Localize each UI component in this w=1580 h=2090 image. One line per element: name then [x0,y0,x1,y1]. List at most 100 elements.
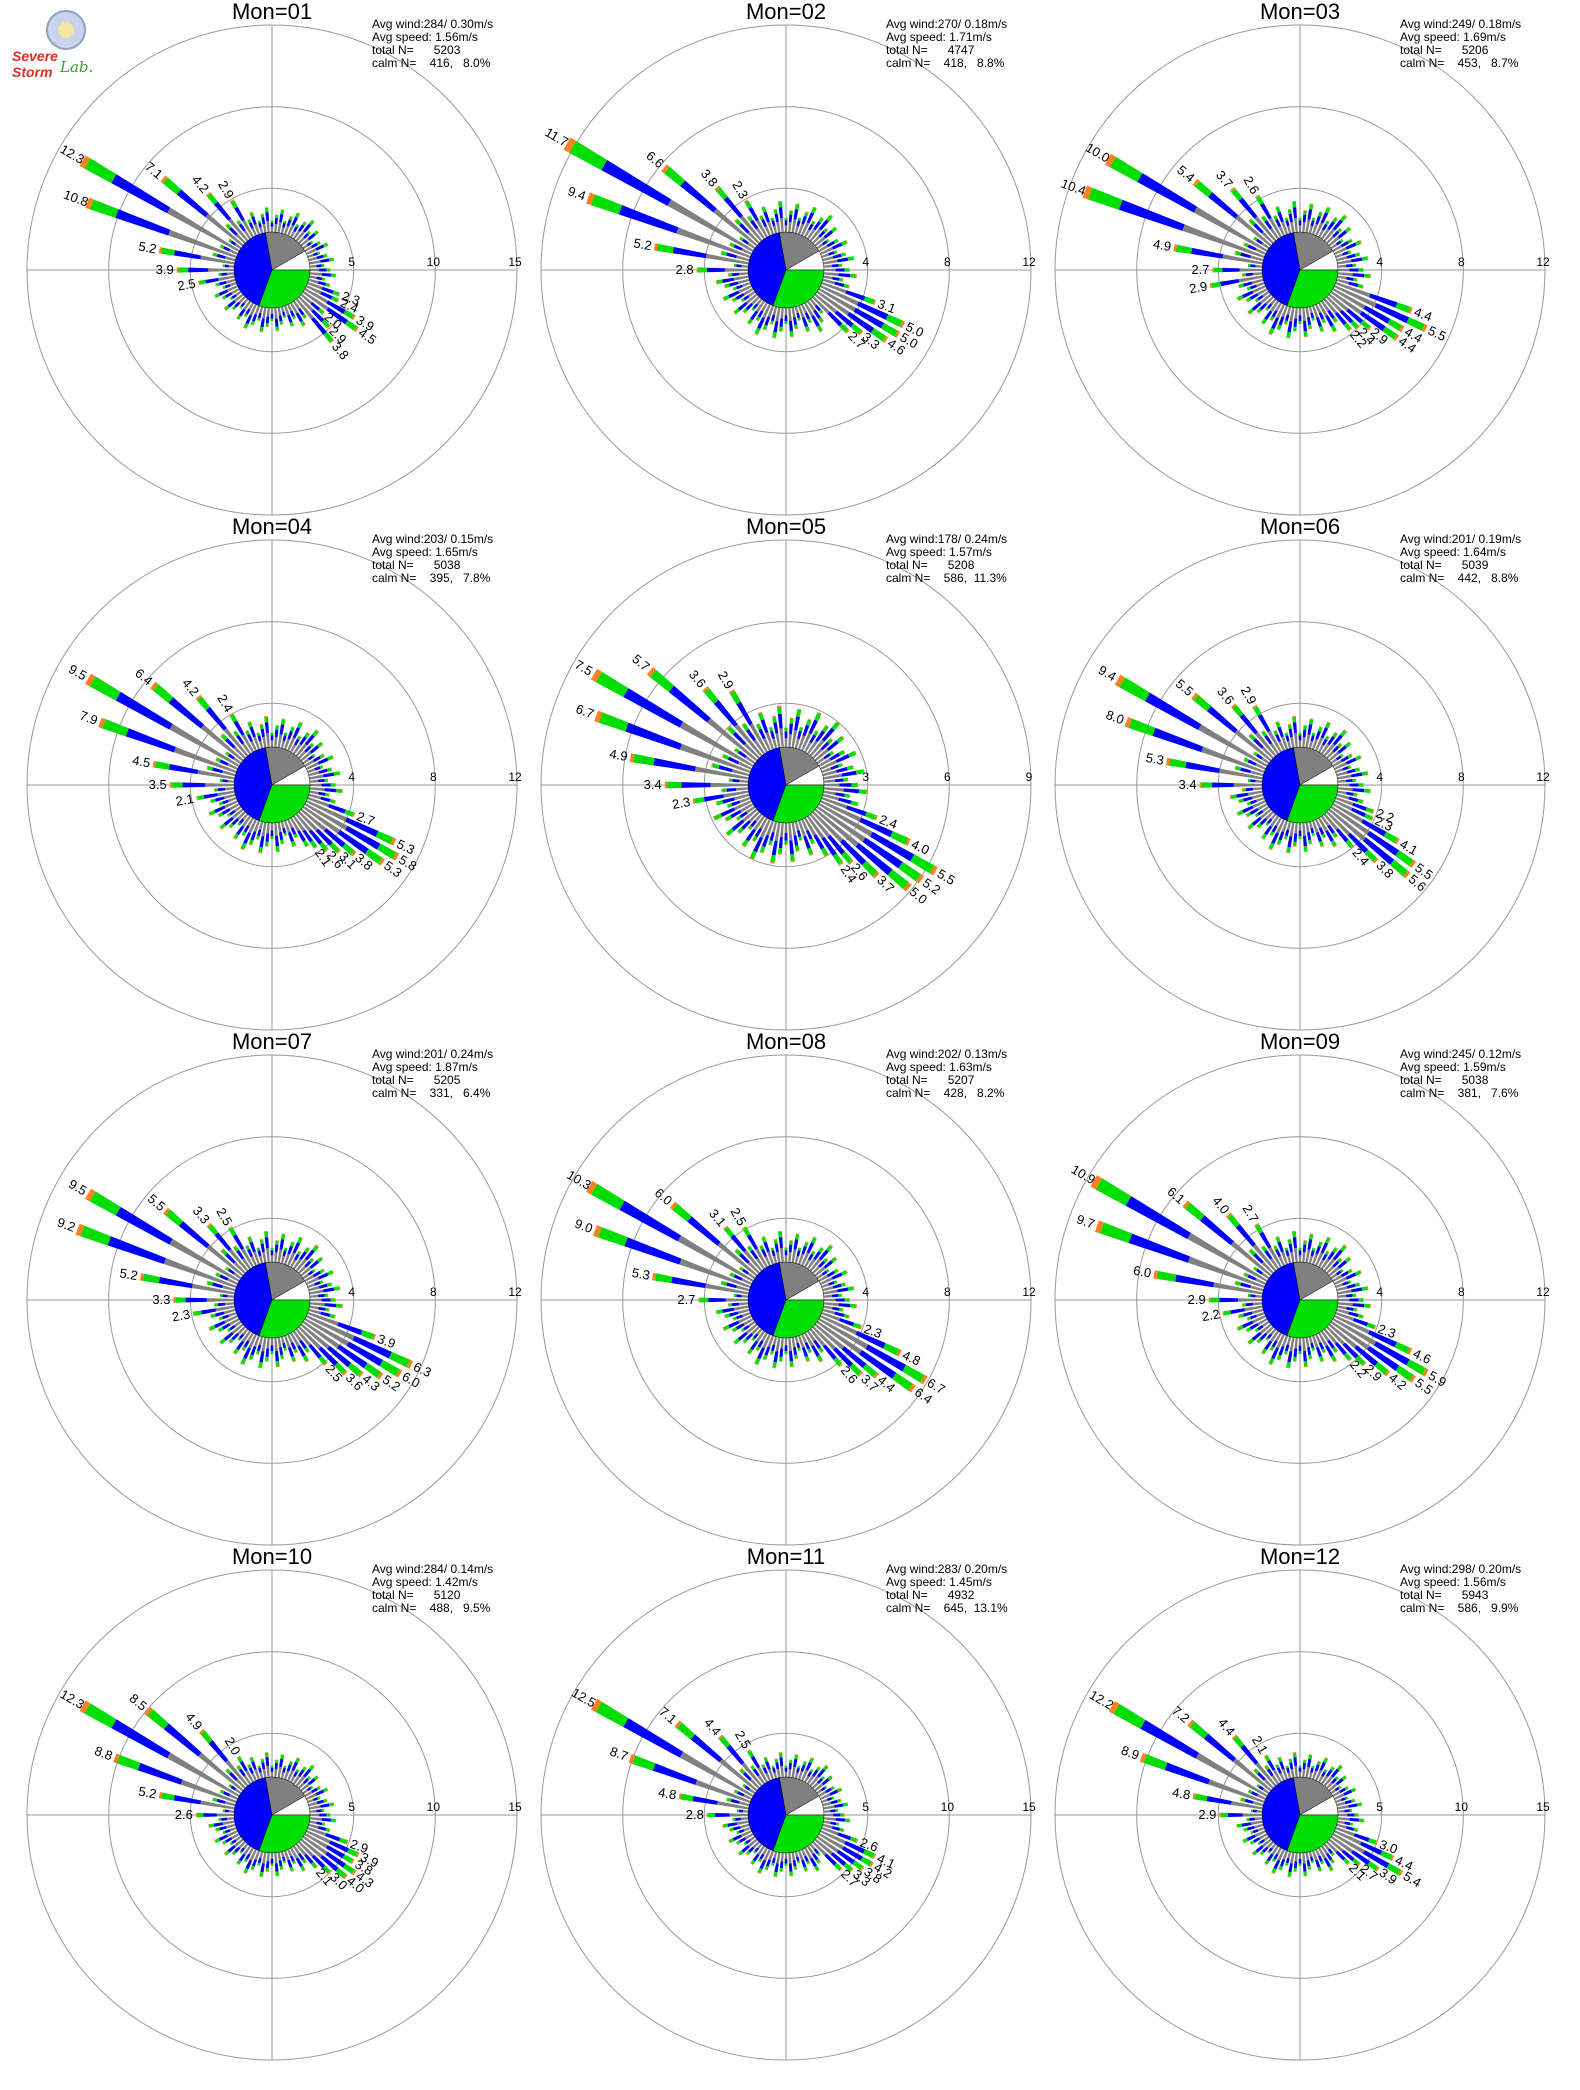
wind-bar-segment [260,1863,265,1873]
wind-bar-segment [173,1297,176,1303]
wind-bar-segment [79,1700,91,1714]
wind-bar-segment [737,830,741,834]
wind-bar-segment [820,1775,826,1781]
wind-bar-segment [1348,796,1359,803]
wind-bar-segment [773,1772,778,1779]
wind-bar-segment [777,713,783,729]
wind-bar-segment [796,709,802,718]
wind-bar-segment [1364,273,1370,279]
wind-bar-segment [250,320,255,325]
wind-bar-segment [821,1798,828,1804]
wind-bar-segment [1275,218,1281,228]
wind-bar-segment [226,1817,235,1821]
wind-bar-segment [716,800,724,806]
wind-bar-segment [318,1355,327,1365]
wind-bar-segment [233,833,239,840]
wind-bar-segment [308,1823,319,1829]
bar-value-label: 6.4 [132,665,155,688]
wind-bar-segment [739,1768,743,1772]
wind-bar-segment [780,1852,784,1862]
wind-bar-segment [742,839,749,847]
wind-bar-segment [761,834,770,848]
wind-bar-segment [274,729,279,738]
wind-bar-segment [241,831,247,836]
wind-bar-segment [1209,283,1213,289]
wind-bar-segment [1278,741,1285,752]
wind-bar-segment [823,1258,828,1263]
wind-bar-segment [749,857,754,861]
wind-bar-segment [823,268,836,272]
wind-bar-segment [310,1861,318,1869]
wind-bar-segment [208,1327,211,1332]
wind-bar-segment [1333,1359,1338,1363]
wind-bar-segment [681,782,711,788]
ring-label: 4 [862,1285,869,1299]
ring-label: 10 [941,1800,955,1814]
wind-bar-segment [1333,800,1353,811]
wind-bar-segment [259,326,264,332]
wind-bar-segment [1292,716,1297,723]
wind-bar-segment [1332,1318,1377,1346]
wind-bar-segment [209,810,216,816]
wind-bar-segment [229,1325,236,1331]
wind-bar-segment [713,699,738,727]
wind-bar-segment [280,209,285,215]
wind-bar-segment [778,1230,782,1233]
wind-bar-segment [249,1241,256,1253]
wind-bar-segment [735,219,742,226]
bar-value-label: 2.5 [176,276,196,294]
wind-bar-segment [1288,1243,1293,1253]
wind-bar-segment [1268,1357,1275,1365]
wind-bar-segment [292,1330,302,1342]
wind-bar-segment [111,174,171,214]
wind-bar-segment [1264,1755,1271,1762]
wind-bar-segment [212,1282,223,1289]
wind-bar-segment [1350,320,1359,329]
wind-bar-segment [1298,1765,1302,1768]
wind-bar-segment [1256,310,1260,314]
wind-bar-segment [287,314,293,323]
wind-bar-segment [1360,320,1371,330]
panel-title: Mon=01 [232,0,312,24]
bar-value-label: 2.7 [677,1292,695,1307]
wind-bar-segment [1290,1768,1295,1778]
wind-bar-segment [1357,1862,1361,1867]
wind-bar-segment [1346,276,1354,281]
wind-bar-segment [1266,1841,1274,1849]
wind-bar-segment [679,721,754,767]
ring-label: 15 [508,255,522,269]
wind-bar-segment [259,330,263,333]
wind-bar-segment [745,1332,754,1341]
wind-bar-segment [1307,209,1313,220]
wind-bar-segment [745,805,756,814]
calm-pie-slice [1293,1776,1334,1816]
wind-bar-segment [1252,1266,1256,1270]
wind-bar-segment [807,1771,813,1778]
wind-bar-segment [311,219,315,223]
wind-bar-segment [217,1302,226,1307]
wind-bar-segment [309,268,320,272]
wind-bar-segment [730,809,742,819]
wind-bar-segment [379,1360,400,1376]
wind-bar-segment [1256,1340,1260,1344]
wind-bar-segment [1302,822,1306,837]
wind-bar-segment [229,803,240,811]
wind-bar-segment [1255,763,1267,770]
wind-bar-segment [1257,1772,1266,1781]
wind-bar-segment [217,814,220,818]
wind-bar-segment [222,1820,235,1826]
wind-bar-segment [1238,283,1244,288]
avg-speed-text: Avg speed: 1.65m/s [372,545,478,559]
wind-bar-segment [319,765,324,769]
wind-bar-segment [1176,244,1193,254]
wind-bar-segment [1284,1350,1288,1355]
wind-bar-segment [302,1768,312,1778]
wind-bar-segment [1330,1789,1337,1795]
wind-bar-segment [275,1871,279,1876]
wind-bar-segment [329,1813,331,1817]
wind-bar-segment [823,1298,836,1302]
wind-bar-segment [304,734,315,746]
wind-bar-segment [280,209,285,211]
wind-bar-segment [330,783,335,787]
wind-bar-segment [791,307,796,318]
